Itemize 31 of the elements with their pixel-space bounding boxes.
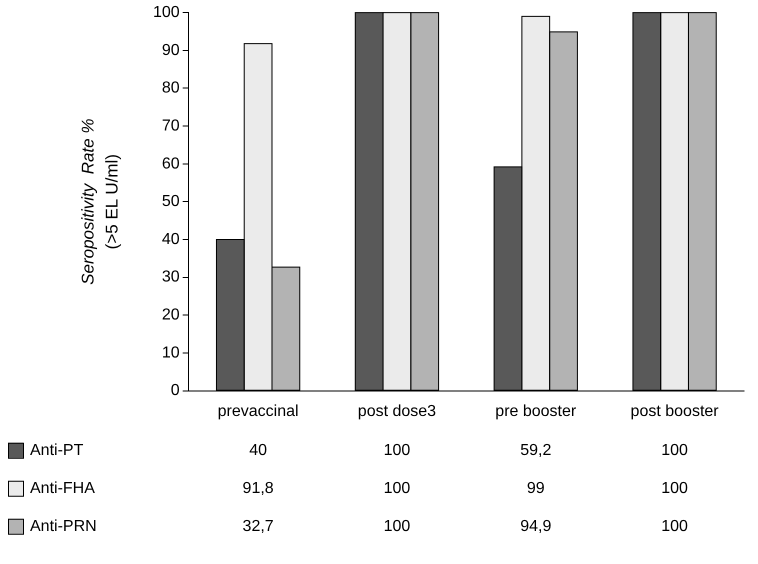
data-label: 100 [384, 480, 410, 498]
data-label: 99 [526, 480, 545, 498]
y-tick-label: 50 [162, 193, 180, 210]
legend-label: Anti-FHA [30, 480, 96, 498]
x-tick-label: pre booster [495, 402, 577, 420]
data-label: 91,8 [242, 480, 274, 498]
y-tick-label: 20 [162, 306, 180, 324]
data-label: 59,2 [520, 442, 552, 460]
y-tick-label: 60 [162, 155, 180, 172]
data-label: 100 [661, 442, 688, 460]
legend-label: Anti-PRN [30, 518, 97, 536]
data-label: 40 [249, 442, 268, 460]
data-label: 100 [661, 480, 688, 498]
y-tick-label: 0 [170, 382, 180, 400]
legend-label: Anti-PT [30, 442, 84, 460]
data-label: 100 [384, 518, 410, 536]
y-tick-label: 100 [152, 4, 180, 22]
data-label: 94,9 [520, 518, 552, 536]
y-tick-label: 90 [162, 42, 180, 59]
y-tick-label: 40 [162, 230, 180, 248]
x-tick-label: post booster [630, 402, 720, 420]
y-tick-label: 10 [162, 344, 180, 362]
x-tick-label: post dose3 [358, 402, 436, 420]
data-label: 32,7 [242, 518, 274, 536]
y-tick-label: 70 [162, 117, 180, 134]
y-axis-title: Seropositivity Rate % (>5 EL U/ml) [78, 118, 122, 285]
y-tick-label: 80 [162, 80, 180, 97]
x-tick-label: prevaccinal [218, 402, 299, 420]
data-label: 100 [384, 442, 410, 460]
y-tick-label: 30 [162, 268, 180, 286]
data-label: 100 [661, 518, 688, 536]
